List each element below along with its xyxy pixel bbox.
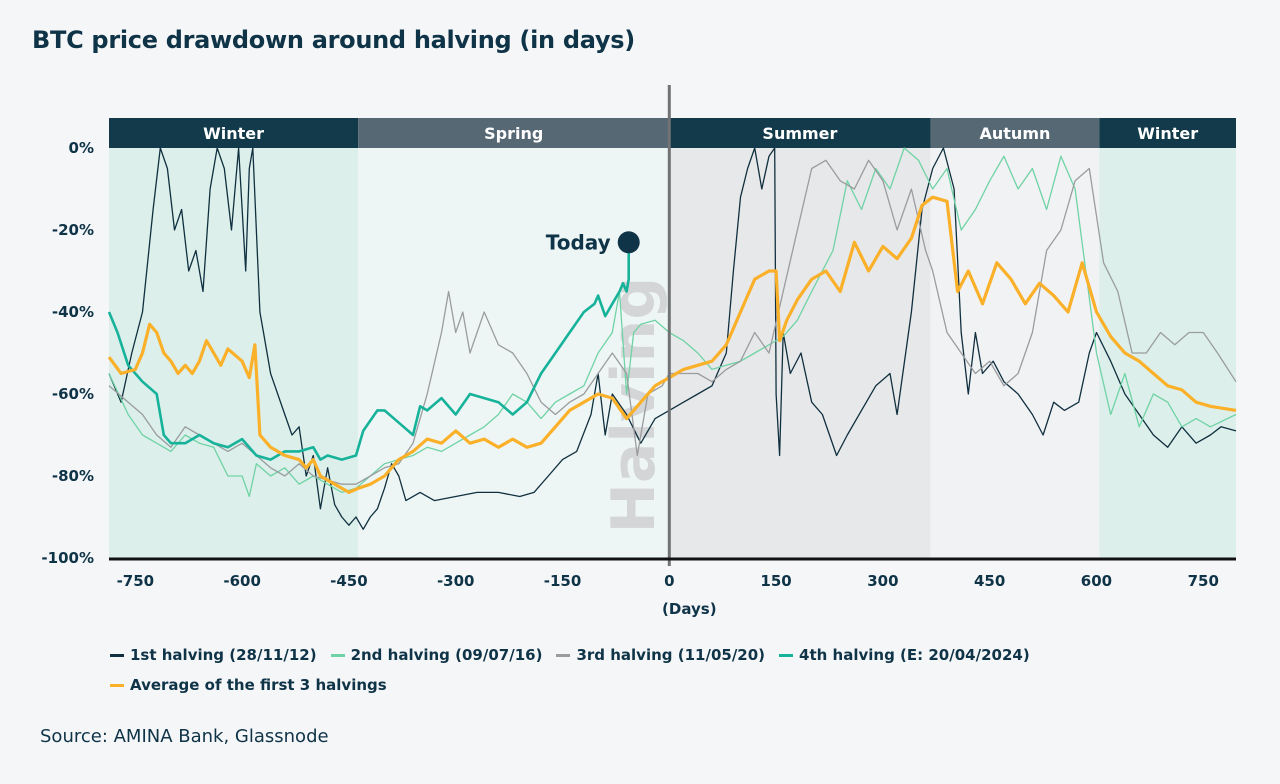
legend-label: 4th halving (E: 20/04/2024) <box>799 646 1030 664</box>
season-label: Spring <box>484 124 543 143</box>
season-label: Summer <box>762 124 837 143</box>
x-tick-label: 450 <box>974 572 1005 590</box>
legend-item: 1st halving (28/11/12) <box>110 646 317 664</box>
legend-label: Average of the first 3 halvings <box>130 676 387 694</box>
x-tick-label: -150 <box>544 572 582 590</box>
season-band-summer <box>669 118 931 148</box>
x-tick-label: 150 <box>760 572 791 590</box>
y-tick-label: -20% <box>52 221 94 239</box>
legend-swatch <box>110 683 124 687</box>
y-tick-label: -40% <box>52 303 94 321</box>
x-tick-label: 600 <box>1081 572 1112 590</box>
season-band-winter <box>109 118 359 148</box>
season-label: Winter <box>1137 124 1198 143</box>
legend-swatch <box>556 653 571 657</box>
season-band-spring <box>358 118 670 148</box>
x-tick-label: -600 <box>223 572 261 590</box>
legend-swatch <box>330 653 345 657</box>
season-background-winter <box>1099 148 1236 558</box>
chart-plot: Winter Spring Summer Autumn Winter Halving Tod… <box>41 85 1237 618</box>
series-line-5 <box>107 195 1237 494</box>
x-tick-label: -450 <box>330 572 368 590</box>
x-tick-label: 750 <box>1188 572 1219 590</box>
halving-watermark: Halving <box>599 277 669 534</box>
legend-swatch <box>779 653 794 657</box>
x-tick-label: -750 <box>117 572 155 590</box>
series-line-4 <box>107 242 630 461</box>
x-tick-label: 0 <box>664 572 674 590</box>
season-band-winter <box>1099 118 1236 148</box>
y-tick-label: -60% <box>52 385 94 403</box>
season-label: Winter <box>203 124 264 143</box>
series-line-2 <box>108 147 1237 498</box>
series-line-3 <box>108 159 1237 485</box>
season-band-autumn <box>930 118 1100 148</box>
today-marker-dot <box>617 231 640 254</box>
legend-swatch <box>110 653 124 657</box>
series-line-1 <box>108 147 1237 530</box>
y-tick-label: -100% <box>41 549 94 567</box>
season-background-spring <box>358 148 670 558</box>
chart-title: BTC price drawdown around halving (in da… <box>32 26 635 54</box>
season-label: Autumn <box>980 124 1051 143</box>
source-note: Source: AMINA Bank, Glassnode <box>40 726 329 747</box>
legend-item: 4th halving (E: 20/04/2024) <box>779 646 1030 664</box>
legend-label: 3rd halving (11/05/20) <box>576 646 766 664</box>
legend-item: 2nd halving (09/07/16) <box>330 646 543 664</box>
x-tick-label: 300 <box>867 572 898 590</box>
y-tick-label: 0% <box>69 139 94 157</box>
y-tick-label: -80% <box>52 467 94 485</box>
legend-label: 1st halving (28/11/12) <box>130 646 317 664</box>
legend-row-2: Average of the first 3 halvings <box>110 676 387 694</box>
legend-item: Average of the first 3 halvings <box>110 676 387 694</box>
today-label: Today <box>546 230 611 254</box>
legend-row-1: 1st halving (28/11/12) 2nd halving (09/07… <box>110 646 1030 664</box>
legend-label: 2nd halving (09/07/16) <box>350 646 543 664</box>
x-tick-label: -300 <box>437 572 475 590</box>
x-axis-label: (Days) <box>662 600 717 618</box>
legend-item: 3rd halving (11/05/20) <box>556 646 765 664</box>
